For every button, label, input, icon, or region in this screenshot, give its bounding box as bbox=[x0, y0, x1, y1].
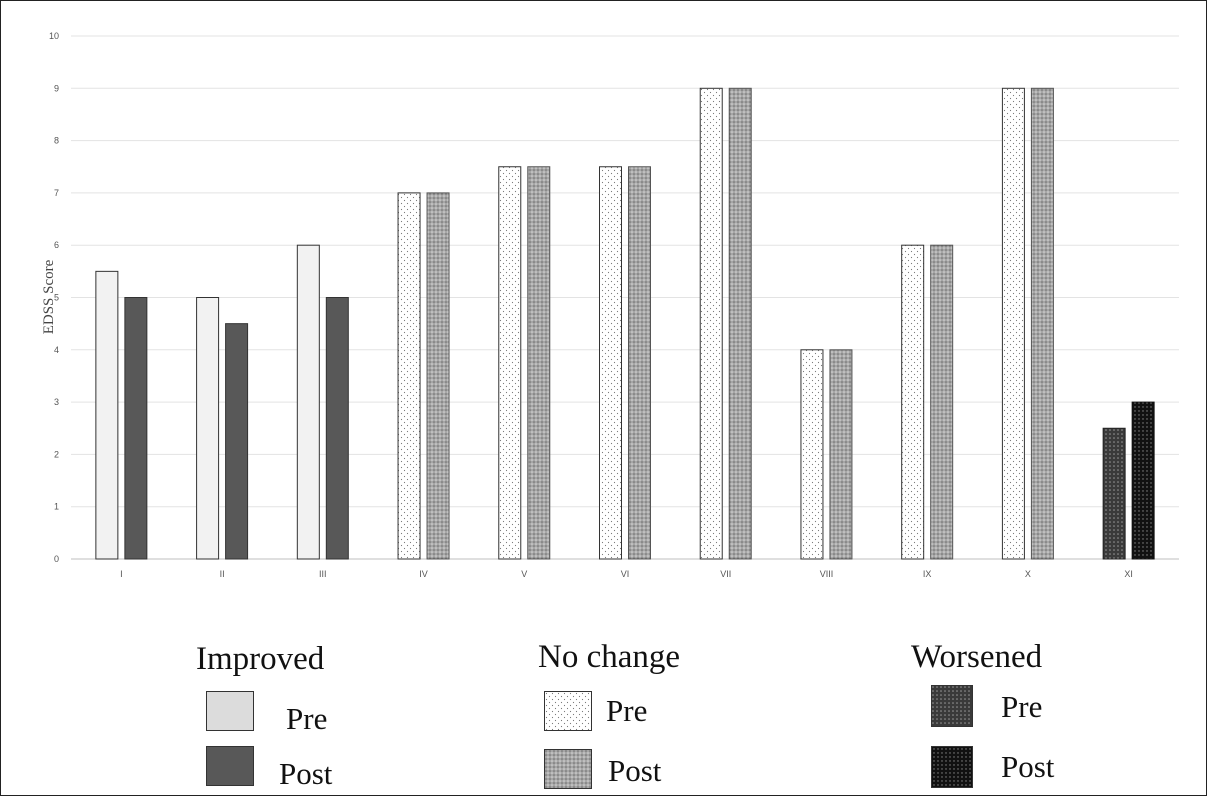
x-tick-label: II bbox=[220, 569, 225, 579]
bar-IX-pre bbox=[901, 244, 925, 560]
bar-II-post bbox=[225, 323, 249, 560]
x-tick-label: XI bbox=[1124, 569, 1133, 579]
y-axis-label: EDSS Score bbox=[41, 259, 57, 334]
y-tick-label: 8 bbox=[54, 136, 59, 146]
y-tick-label: 6 bbox=[54, 240, 59, 250]
x-tick-label: VI bbox=[621, 569, 630, 579]
x-tick-label: VII bbox=[720, 569, 731, 579]
gridlines bbox=[71, 35, 1179, 560]
bar-III-pre bbox=[296, 244, 320, 560]
bar-I-post bbox=[124, 297, 148, 560]
legend-label-improved-pre: Pre bbox=[286, 701, 328, 736]
legend-swatch-worsened-post bbox=[931, 746, 973, 788]
y-tick-label: 5 bbox=[54, 293, 59, 303]
y-tick-label: 2 bbox=[54, 449, 59, 459]
x-tick-label: IV bbox=[419, 569, 428, 579]
legend-swatch-improved-post bbox=[206, 746, 254, 786]
bar-VII-post bbox=[728, 87, 752, 560]
y-tick-labels: 0 1 2 3 4 5 6 7 8 9 10 bbox=[49, 31, 59, 564]
bar-X-post bbox=[1030, 87, 1054, 560]
x-tick-label: IX bbox=[923, 569, 932, 579]
legend-label-no-change-post: Post bbox=[608, 753, 662, 788]
x-tick-label: VIII bbox=[820, 569, 834, 579]
y-tick-label: 0 bbox=[54, 554, 59, 564]
y-tick-label: 3 bbox=[54, 397, 59, 407]
legend-swatch-no-change-post bbox=[544, 749, 592, 789]
legend-title-no-change: No change bbox=[538, 639, 681, 675]
bar-I-pre bbox=[95, 270, 119, 560]
bar-VIII-pre bbox=[800, 349, 824, 560]
x-tick-label: III bbox=[319, 569, 327, 579]
x-tick-labels: I II III IV V VI VII VIII IX X XI bbox=[120, 569, 1133, 579]
legend-title-improved: Improved bbox=[196, 641, 325, 677]
bar-V-pre bbox=[498, 166, 522, 560]
y-tick-label: 4 bbox=[54, 345, 59, 355]
y-tick-label: 1 bbox=[54, 502, 59, 512]
legend-title-worsened: Worsened bbox=[911, 639, 1043, 675]
bar-VII-pre bbox=[699, 87, 723, 560]
bars bbox=[95, 87, 1155, 560]
bar-III-post bbox=[325, 297, 349, 560]
bar-V-post bbox=[527, 166, 551, 560]
bar-VI-pre bbox=[599, 166, 622, 560]
bar-IX-post bbox=[930, 244, 954, 560]
y-tick-label: 7 bbox=[54, 188, 59, 198]
bar-XI-post bbox=[1131, 401, 1155, 560]
y-tick-label: 9 bbox=[54, 83, 59, 93]
x-tick-label: V bbox=[521, 569, 527, 579]
legend-swatch-improved-pre bbox=[206, 691, 254, 731]
bar-XI-pre bbox=[1102, 427, 1126, 560]
legend-swatch-no-change-pre bbox=[544, 691, 592, 731]
bar-IV-pre bbox=[397, 192, 421, 560]
bar-II-pre bbox=[196, 297, 220, 560]
legend-label-worsened-pre: Pre bbox=[1001, 689, 1043, 724]
legend-label-no-change-pre: Pre bbox=[606, 693, 648, 728]
bar-VI-post bbox=[628, 166, 651, 560]
bar-IV-post bbox=[426, 192, 450, 560]
bar-X-pre bbox=[1001, 87, 1025, 560]
legend-label-worsened-post: Post bbox=[1001, 749, 1055, 784]
bar-VIII-post bbox=[829, 349, 853, 560]
y-tick-label: 10 bbox=[49, 31, 59, 41]
x-tick-label: X bbox=[1025, 569, 1031, 579]
x-tick-label: I bbox=[120, 569, 123, 579]
legend-swatch-worsened-pre bbox=[931, 685, 973, 727]
legend-label-improved-post: Post bbox=[279, 756, 333, 791]
